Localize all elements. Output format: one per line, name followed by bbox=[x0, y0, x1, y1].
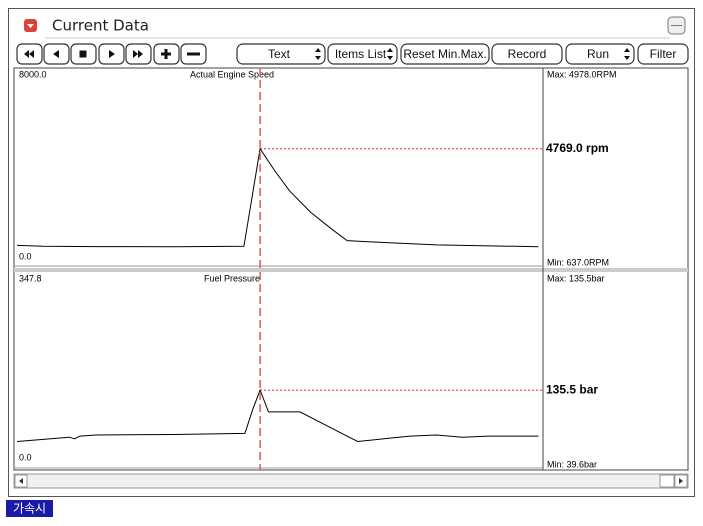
toolbar-button[interactable] bbox=[637, 43, 689, 65]
cursor-value-label: 4769.0 rpm bbox=[546, 141, 609, 155]
toolbar-button[interactable] bbox=[236, 43, 326, 65]
icon-glyph bbox=[161, 49, 171, 59]
scrollbar[interactable] bbox=[13, 473, 689, 489]
icon-glyph bbox=[24, 50, 34, 58]
icon-glyph bbox=[187, 52, 200, 56]
max-label: Max: 4978.0RPM bbox=[547, 69, 617, 79]
scroll-left-arrow bbox=[19, 478, 23, 484]
chart-title: Actual Engine Speed bbox=[190, 69, 274, 79]
button-label: Filter bbox=[650, 47, 677, 61]
button-label: Text bbox=[268, 47, 291, 61]
button-label: Items List bbox=[335, 47, 387, 61]
y-tick-label: 347.8 bbox=[19, 273, 42, 283]
scroll-right-arrow bbox=[679, 478, 683, 484]
trace-line bbox=[16, 388, 539, 443]
trace-line bbox=[16, 147, 539, 248]
status-badge bbox=[6, 500, 53, 517]
toolbar-button[interactable] bbox=[327, 43, 398, 65]
icon-glyph bbox=[109, 50, 115, 58]
chart-title: Fuel Pressure bbox=[204, 273, 260, 283]
button-label: Record bbox=[508, 47, 547, 61]
button-label: Reset Min.Max. bbox=[403, 47, 486, 61]
spin-icon bbox=[315, 48, 321, 60]
icon-glyph bbox=[133, 50, 143, 58]
spin-icon bbox=[624, 48, 630, 60]
status-label: 가속시 bbox=[13, 502, 46, 516]
playback-buttons bbox=[16, 43, 207, 65]
toolbar: Text Items List Reset Min.Max. Record Run Fil… bbox=[236, 43, 689, 65]
cursor-value-label: 135.5 bar bbox=[546, 382, 598, 396]
menu-icon-arrow bbox=[27, 24, 34, 28]
panel-divider bbox=[14, 268, 688, 272]
min-label: Min: 637.0RPM bbox=[547, 257, 609, 267]
min-label: Min: 39.6bar bbox=[547, 459, 597, 469]
max-label: Max: 135.5bar bbox=[547, 273, 605, 283]
toolbar-button[interactable] bbox=[491, 43, 563, 65]
toolbar-button[interactable] bbox=[400, 43, 490, 65]
y-tick-label: 8000.0 bbox=[19, 69, 47, 79]
icon-glyph bbox=[53, 50, 59, 58]
button-label: Run bbox=[587, 47, 609, 61]
scroll-thumb[interactable] bbox=[659, 474, 675, 488]
window-title: Current Data bbox=[52, 17, 149, 35]
toolbar-button[interactable] bbox=[565, 43, 635, 65]
charts: Actual Engine Speed 0.0 8000.0 Max: 4978.0R… bbox=[14, 68, 617, 470]
spin-icon bbox=[387, 48, 393, 60]
icon-glyph bbox=[79, 50, 87, 58]
y-tick-label: 0.0 bbox=[19, 452, 32, 462]
y-tick-label: 0.0 bbox=[19, 251, 32, 261]
